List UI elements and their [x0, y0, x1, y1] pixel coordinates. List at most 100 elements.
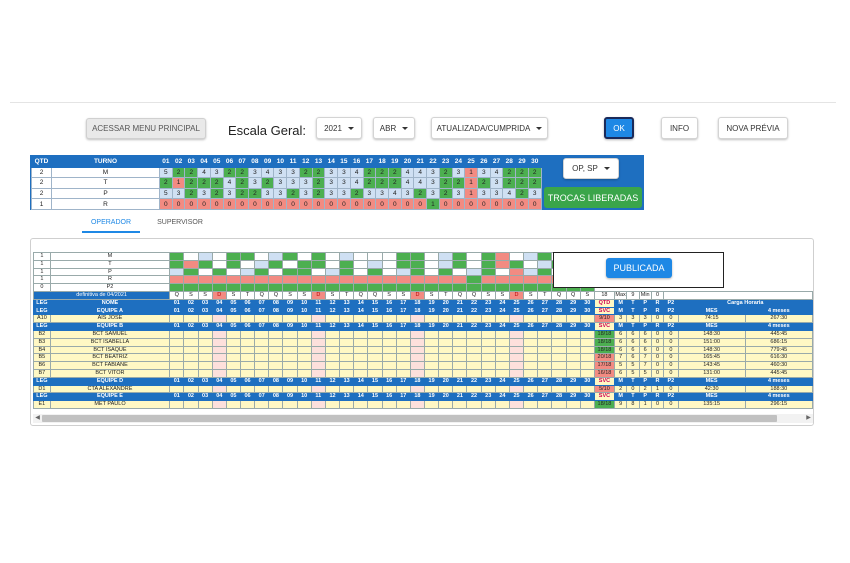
count-day-cell: [254, 252, 270, 261]
scroll-left-icon[interactable]: ◀: [35, 415, 40, 421]
shift-cell: [169, 345, 185, 355]
day-header: 14: [353, 306, 369, 316]
summary-header-cell: 04: [197, 156, 211, 168]
info-button[interactable]: INFO: [661, 117, 698, 139]
shift-cell: [466, 329, 482, 339]
shift-cell: [494, 368, 510, 378]
person-quatro: 779:45: [744, 345, 814, 355]
shift-cell: [438, 384, 454, 394]
summary-day-cell: 0: [248, 198, 262, 210]
person-count: 0: [663, 400, 679, 409]
count-day-cell: [339, 259, 355, 269]
count-day-cell: [254, 259, 270, 269]
day-header: 04: [211, 376, 227, 386]
shift-cell: [239, 400, 256, 409]
ok-button[interactable]: OK: [604, 117, 634, 139]
shift-cell: [339, 368, 355, 378]
tab-operador[interactable]: OPERADOR: [82, 215, 140, 233]
summary-header-cell: 16: [349, 156, 364, 168]
trocas-liberadas-button[interactable]: TROCAS LIBERADAS: [544, 187, 642, 208]
shift-cell: [551, 400, 567, 409]
person-mes: 42:30: [677, 384, 746, 394]
shift-cell: [452, 337, 468, 347]
person-count: 6: [613, 329, 628, 339]
shift-cell: [565, 361, 581, 370]
nova-previa-button[interactable]: NOVA PRÉVIA: [718, 117, 788, 139]
summary-day-cell: 4: [387, 187, 402, 200]
menu-principal-button[interactable]: ACESSAR MENU PRINCIPAL: [86, 118, 206, 139]
summary-day-cell: 3: [400, 187, 415, 200]
shift-cell: [197, 314, 213, 324]
stat-head-cell: 0: [650, 290, 665, 300]
day-header: 04: [211, 298, 227, 308]
day-header: 03: [197, 376, 213, 386]
summary-day-cell: 2: [362, 177, 377, 189]
day-header: 22: [466, 298, 482, 308]
shift-cell: [353, 329, 369, 339]
shift-cell: [438, 345, 454, 355]
leg-header: LEG: [33, 392, 51, 402]
stat-head-cell: 9: [626, 290, 640, 300]
shift-cell: [381, 368, 397, 378]
day-header: 07: [254, 322, 270, 331]
summary-header-cell: 18: [375, 156, 389, 168]
mtpr-header: M: [613, 392, 628, 402]
weekday-cell: S: [381, 290, 397, 300]
status-select[interactable]: ATUALIZADA/CUMPRIDA: [431, 117, 548, 139]
summary-day-cell: 2: [197, 177, 211, 189]
count-day-cell: [339, 283, 355, 292]
count-day-cell: [268, 259, 284, 269]
opsp-select[interactable]: OP, SP: [563, 158, 619, 179]
month-select[interactable]: ABR: [373, 117, 415, 139]
day-header: 11: [310, 392, 326, 402]
shift-cell: [225, 400, 241, 409]
horizontal-scrollbar[interactable]: ◀ ▶: [33, 414, 813, 423]
weekday-cell: D: [409, 290, 426, 300]
shift-cell: [508, 353, 525, 363]
weekday-cell: T: [537, 290, 553, 300]
count-day-cell: [381, 283, 397, 292]
shift-cell: [225, 345, 241, 355]
summary-day-cell: 0: [464, 198, 478, 210]
shift-cell: [466, 353, 482, 363]
leg-header: LEG: [33, 322, 51, 331]
shift-cell: [183, 361, 199, 370]
day-header: 02: [183, 322, 199, 331]
day-header: 06: [239, 376, 256, 386]
shift-cell: [353, 361, 369, 370]
scroll-right-icon[interactable]: ▶: [806, 415, 811, 421]
shift-cell: [239, 337, 256, 347]
person-qtd: 17/18: [593, 361, 615, 370]
day-header: 03: [197, 298, 213, 308]
mtpr-header: T: [626, 306, 640, 316]
summary-qtd-cell: 1: [31, 198, 52, 210]
person-count: 5: [613, 361, 628, 370]
shift-cell: [551, 329, 567, 339]
count-turno-cell: T: [49, 259, 171, 269]
shift-cell: [452, 368, 468, 378]
shift-cell: [197, 400, 213, 409]
count-n-cell: 1: [33, 259, 51, 269]
count-day-cell: [452, 252, 468, 261]
mtpr-header: P2: [663, 376, 679, 386]
count-n-cell: 0: [33, 283, 51, 292]
summary-day-cell: 2: [515, 177, 529, 189]
tab-supervisor[interactable]: SUPERVISOR: [157, 219, 203, 226]
summary-turno-cell: P: [51, 187, 160, 200]
shift-cell: [367, 361, 383, 370]
count-n-cell: 1: [33, 275, 51, 285]
count-day-cell: [395, 275, 411, 285]
publicada-button[interactable]: PUBLICADA: [606, 258, 672, 278]
scrollbar-thumb[interactable]: [42, 415, 777, 422]
shift-cell: [565, 353, 581, 363]
shift-cell: [508, 329, 525, 339]
count-day-cell: [466, 267, 482, 277]
count-turno-cell: M: [49, 252, 171, 261]
shift-cell: [324, 400, 341, 409]
count-day-cell: [324, 275, 341, 285]
year-select[interactable]: 2021: [316, 117, 362, 139]
shift-cell: [183, 345, 199, 355]
mtpr-header: M: [613, 322, 628, 331]
shift-cell: [480, 384, 496, 394]
day-header: 29: [565, 376, 581, 386]
